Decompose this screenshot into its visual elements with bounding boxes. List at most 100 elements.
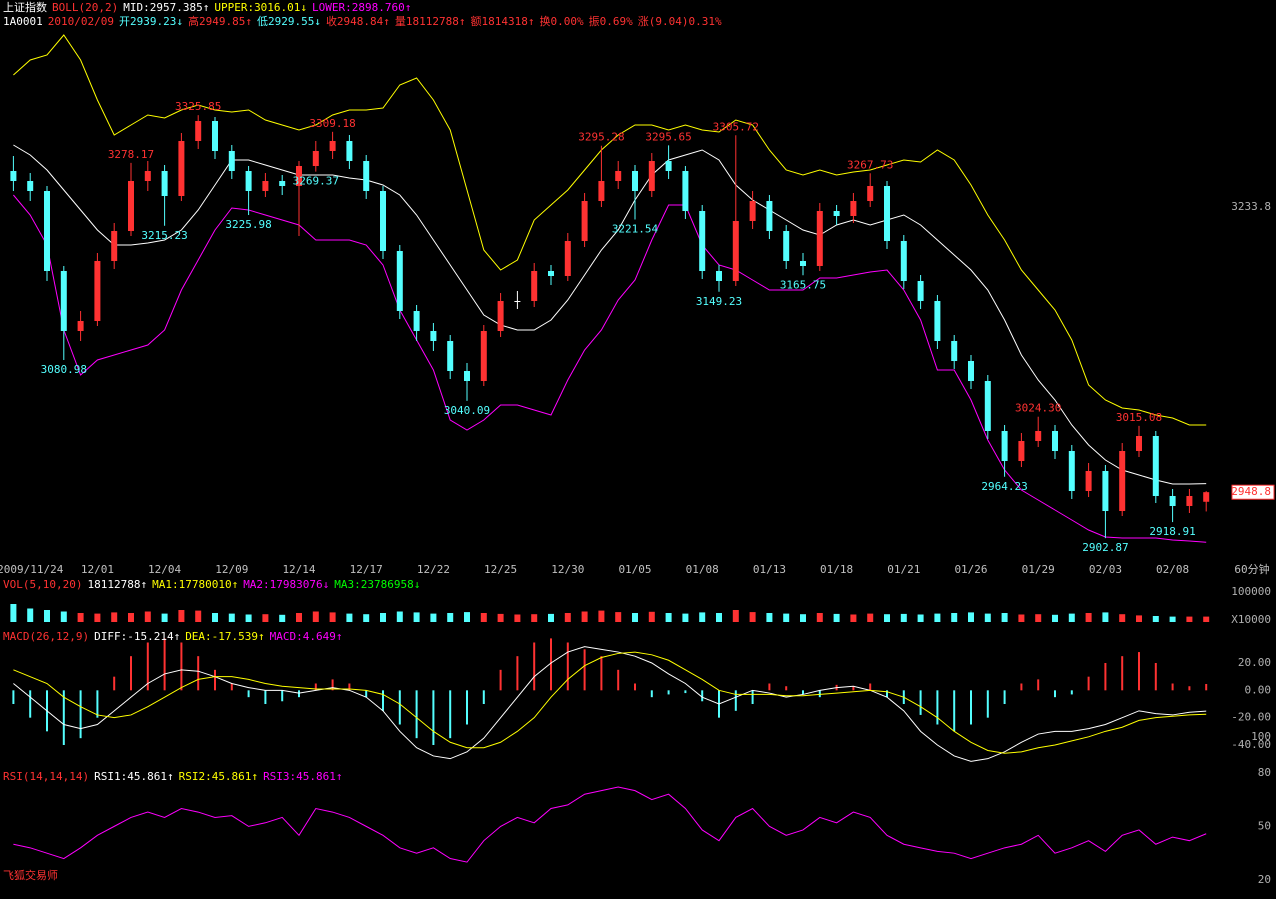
candle-body [380, 191, 386, 251]
candle-body [1085, 471, 1092, 491]
volume-bar [279, 614, 286, 622]
candle-body [917, 281, 924, 301]
volume-bar [1068, 613, 1075, 622]
candle-body [1203, 492, 1210, 502]
header-item: 收2948.84↑ [325, 15, 390, 28]
header-line: MACD(26,12,9) DIFF:-15.214↑ DEA:-17.539↑ MA… [3, 630, 348, 643]
candle-body [1102, 471, 1109, 511]
volume-bar [934, 613, 941, 622]
candle-body [245, 171, 252, 191]
volume-bar [867, 613, 874, 622]
high-label: 3267.73 [847, 158, 893, 171]
high-label: 3309.18 [309, 117, 355, 130]
low-label: 2902.87 [1082, 541, 1128, 554]
low-label: 2964.23 [981, 480, 1027, 493]
high-label: 3024.30 [1015, 402, 1061, 415]
candle-body [1052, 431, 1058, 451]
candle-body [665, 161, 672, 171]
high-label: 3305.72 [713, 120, 759, 133]
high-label: 3278.17 [108, 148, 154, 161]
candle-body [598, 181, 605, 201]
volume-bar [1119, 614, 1126, 622]
y-tick-label: 100000 [1231, 585, 1271, 598]
header-item: 开2939.23↓ [118, 15, 183, 28]
x-tick-label: 02/08 [1156, 563, 1189, 576]
volume-bar [951, 613, 958, 622]
candle-body [800, 261, 806, 266]
candle-body [884, 186, 890, 241]
candle-body [77, 321, 84, 331]
candle-body [262, 181, 269, 191]
header-item: 2010/02/09 [47, 15, 114, 28]
x-tick-label: 01/05 [618, 563, 651, 576]
volume-bar [1052, 614, 1058, 622]
y-tick-label: 0.00 [1245, 683, 1272, 696]
candle-body [296, 166, 302, 186]
high-label: 3325.85 [175, 100, 221, 113]
volume-bar [968, 612, 974, 622]
candle-body [111, 231, 118, 261]
header-item: DEA:-17.539↑ [185, 630, 265, 643]
volume-bar [1136, 615, 1142, 622]
x-tick-label: 12/17 [350, 563, 383, 576]
volume-bar [27, 608, 34, 622]
indicator-line [13, 34, 1207, 426]
candle-body [447, 341, 454, 371]
candle-body [279, 181, 286, 186]
header-item: 涨(9.04)0.31% [637, 15, 722, 28]
candle-body [632, 171, 638, 191]
candle-body [312, 151, 319, 166]
header-item: MACD:4.649↑ [269, 630, 343, 643]
volume-bar [413, 612, 420, 622]
volume-bar [262, 614, 269, 622]
volume-bar [648, 611, 655, 622]
candle-body [363, 161, 370, 191]
volume-bar [245, 614, 252, 622]
volume-bar [228, 613, 235, 622]
indicator-line [13, 194, 1207, 543]
x-tick-label: 01/13 [753, 563, 786, 576]
x-tick-label: 12/14 [282, 563, 315, 576]
x-tick-label: 12/30 [551, 563, 584, 576]
candle-body [413, 311, 420, 331]
header-item: 高2949.85↑ [187, 15, 252, 28]
candle-body [1136, 436, 1142, 451]
header-item: MA2:17983076↓ [243, 578, 330, 591]
candle-body [766, 201, 773, 231]
header-item: 低2929.55↓ [256, 15, 321, 28]
candle-body [1169, 496, 1176, 506]
candle-body [850, 201, 857, 216]
y-tick-label: 100 [1251, 730, 1271, 743]
y-tick-label: 3233.8 [1231, 200, 1271, 213]
low-label: 3149.23 [696, 295, 742, 308]
x-tick-label: 12/09 [215, 563, 248, 576]
candle-body [581, 201, 588, 241]
candle-body [900, 241, 907, 281]
volume-bar [598, 610, 605, 622]
volume-bar [984, 613, 991, 622]
candle-body [144, 171, 151, 181]
volume-bar [1186, 616, 1193, 622]
volume-bar [178, 610, 185, 622]
volume-bar [900, 613, 907, 622]
candle-body [1186, 496, 1193, 506]
period-label: 60分钟 [1234, 562, 1269, 576]
candle-body [396, 251, 403, 311]
candle-body [464, 371, 470, 381]
header-item: LOWER:2898.760↑ [312, 1, 412, 14]
volume-bar [144, 611, 151, 622]
volume-bar [60, 611, 67, 622]
candle-body [1152, 436, 1159, 496]
volume-bar [732, 610, 739, 622]
header-item: UPPER:3016.01↓ [214, 1, 308, 14]
header-item: VOL(5,10,20) [3, 578, 83, 591]
candle-body [716, 271, 722, 281]
volume-bar [212, 613, 218, 622]
volume-bar [766, 613, 773, 622]
candle-body [951, 341, 958, 361]
candle-body [346, 141, 353, 161]
candle-body [564, 241, 571, 276]
volume-bar [564, 613, 571, 622]
candle-body [531, 271, 538, 301]
